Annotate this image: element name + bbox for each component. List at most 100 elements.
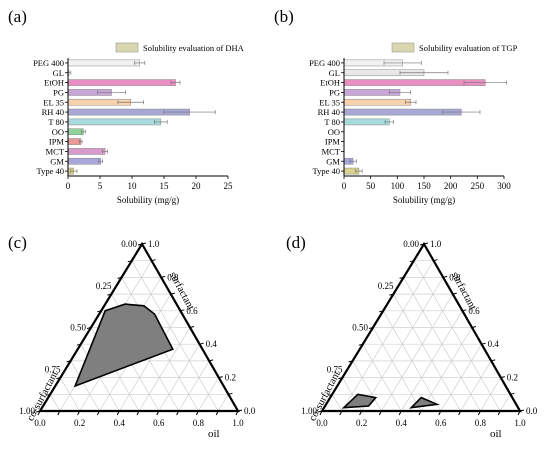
x-tick-label: 150 <box>417 181 431 191</box>
category-label: PEG 400 <box>33 58 64 68</box>
tick <box>151 259 156 262</box>
bar <box>67 59 140 67</box>
x-axis-label: Solubility (mg/g) <box>393 195 455 205</box>
right-tick-label: 0.4 <box>206 339 218 349</box>
x-tick-label: 0 <box>66 181 71 191</box>
x-tick-label: 300 <box>497 181 511 191</box>
tick <box>368 327 374 329</box>
tick <box>156 410 160 416</box>
right-tick-label: 0.2 <box>507 373 518 383</box>
x-tick-label: 250 <box>471 181 485 191</box>
category-label: IPM <box>325 137 341 147</box>
panel-label-a: (a) <box>8 7 27 26</box>
x-tick-label: 25 <box>224 181 234 191</box>
grid-line <box>499 394 511 412</box>
grid-line <box>362 344 402 412</box>
grid-line <box>480 377 502 412</box>
tick <box>235 410 239 416</box>
tick <box>218 376 223 379</box>
tick <box>127 260 132 263</box>
grid-line <box>413 260 501 412</box>
x-tick-label: 200 <box>444 181 458 191</box>
category-label: PEG 400 <box>309 58 340 68</box>
category-label: RH 40 <box>42 107 64 117</box>
bottom-tick-label: 0.0 <box>34 418 46 428</box>
bottom-tick-label: 1.0 <box>514 418 526 428</box>
bar <box>67 118 162 126</box>
legend-label: Solubility evaluation of DHA <box>143 43 245 53</box>
tick <box>358 343 363 346</box>
x-axis-label: Solubility (mg/g) <box>117 195 179 205</box>
x-tick-label: 50 <box>366 181 376 191</box>
tick <box>176 410 180 416</box>
bar <box>67 79 176 86</box>
grid-line <box>131 260 219 412</box>
left-tick-label: 1.00 <box>301 406 317 416</box>
category-label: MCT <box>46 146 65 156</box>
microemulsion-region <box>341 393 378 409</box>
grid-line <box>49 394 61 412</box>
category-label: IPM <box>49 137 65 147</box>
tick <box>433 259 438 262</box>
tick <box>519 409 525 412</box>
tick <box>57 410 61 416</box>
tick <box>215 410 219 416</box>
surfactant-axis-label: surfactant <box>449 270 478 312</box>
tick <box>116 410 120 416</box>
co-surfactant-axis-label: co-surfactant <box>307 369 342 423</box>
bar <box>343 98 411 106</box>
tick <box>195 410 199 416</box>
grid-line <box>158 344 200 412</box>
tick <box>491 359 496 362</box>
right-tick-label: 0.0 <box>526 406 538 416</box>
grid-line <box>198 377 220 412</box>
grid-line <box>138 327 191 412</box>
category-label: GL <box>329 68 340 78</box>
bottom-tick-label: 0.8 <box>193 418 205 428</box>
legend-swatch <box>115 42 139 53</box>
x-tick-label: 10 <box>128 181 138 191</box>
tick <box>317 410 323 413</box>
x-tick-label: 100 <box>391 181 405 191</box>
grid-line <box>341 260 434 412</box>
left-tick-label: 0.50 <box>352 323 368 333</box>
right-tick-label: 0.8 <box>449 272 461 282</box>
microemulsion-region <box>73 303 174 388</box>
left-tick-label: 0.00 <box>403 239 419 249</box>
tick <box>423 242 429 245</box>
bar <box>67 157 101 165</box>
category-label: OO <box>52 127 64 137</box>
legend-swatch <box>391 42 415 53</box>
microemulsion-region <box>408 396 441 409</box>
tick <box>517 410 521 416</box>
panel-label-b: (b) <box>274 7 294 26</box>
tick <box>419 243 425 246</box>
category-label: GL <box>53 68 64 78</box>
category-label: EtOH <box>320 78 340 88</box>
grid-line <box>460 360 492 412</box>
surfactant-axis-label: surfactant <box>167 270 196 312</box>
right-tick-label: 0.0 <box>244 406 256 416</box>
tick <box>97 310 102 313</box>
tick <box>328 393 333 396</box>
category-label: EL 35 <box>43 97 64 107</box>
left-tick-label: 1.00 <box>19 406 35 416</box>
bottom-tick-label: 0.2 <box>74 418 85 428</box>
grid-line <box>372 327 422 412</box>
left-tick-label: 0.00 <box>121 239 137 249</box>
tick <box>170 292 175 295</box>
category-label: T 80 <box>324 117 340 127</box>
right-tick-label: 1.0 <box>430 239 442 249</box>
tick <box>378 410 382 416</box>
tick <box>500 376 505 379</box>
bottom-tick-label: 0.4 <box>396 418 408 428</box>
grid-line <box>420 327 473 412</box>
left-tick-label: 0.25 <box>378 281 394 291</box>
tick <box>96 410 100 416</box>
right-tick-label: 1.0 <box>148 239 160 249</box>
tick <box>86 327 92 329</box>
category-label: Type 40 <box>37 166 65 176</box>
